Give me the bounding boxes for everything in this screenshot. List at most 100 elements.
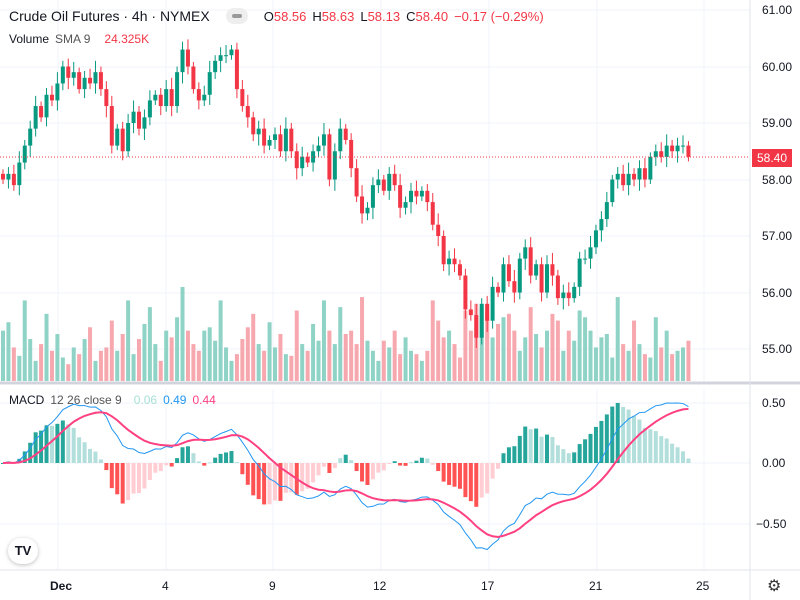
candle-body [637,168,642,180]
macd-histogram-bar [131,463,136,494]
volume-legend[interactable]: Volume SMA 9 24.325K [9,32,150,46]
macd-histogram-bar [610,406,615,463]
volume-bar [115,350,120,381]
candle-body [523,247,528,259]
macd-histogram-bar [137,463,141,494]
time-tick: 17 [481,579,495,593]
candle-body [648,156,653,180]
volume-bar [234,354,239,381]
macd-histogram-bar [648,429,653,463]
volume-bar [316,340,321,381]
candle-body [468,309,473,316]
candle-body [126,123,131,152]
macd-histogram-bar [77,437,82,463]
volume-bar [681,347,685,381]
candle-body [202,94,207,101]
volume-bar [447,330,452,381]
macd-line [2,402,689,551]
candle-body [273,134,277,140]
candle-body [153,94,158,101]
candle-body [593,230,598,248]
volume-bar [180,287,185,381]
candle-body [403,202,408,208]
candle-body [588,247,593,259]
volume-bar [289,355,294,381]
price-tick: 55.00 [762,342,793,356]
macd-histogram-bar [539,436,544,463]
candle-body [300,156,305,169]
candle-body [506,264,511,282]
candle-body [213,60,218,73]
macd-histogram-bar [392,461,397,463]
candle-body [158,94,163,107]
macd-tick: 0.50 [762,396,786,410]
symbol-title[interactable]: Crude Oil Futures · 4h · NYMEX [9,8,210,24]
macd-histogram-bar [169,463,174,467]
macd-histogram-bar [207,462,212,464]
macd-histogram-bar [316,463,321,476]
macd-histogram-bar [338,458,343,463]
volume-bar [664,330,669,381]
candle-body [196,89,201,101]
volume-bar [392,330,397,381]
collapse-legend-button[interactable] [225,8,248,24]
candle-body [414,190,419,197]
macd-histogram-bar [229,451,234,463]
candle-body [566,292,571,299]
tradingview-logo[interactable]: TV [8,538,38,564]
macd-histogram-bar [653,431,658,463]
volume-bar [398,354,403,381]
macd-histogram-bar [196,461,201,463]
volume-bar [327,330,332,381]
macd-histogram-bar [457,463,462,489]
volume-bar [550,313,555,381]
volume-bar [545,330,549,381]
macd-histogram-bar [278,463,283,501]
candle-body [398,185,403,208]
volume-bar [468,330,473,381]
volume-bar [354,344,359,381]
macd-legend[interactable]: MACD 12 26 close 9 0.06 0.49 0.44 [9,393,216,407]
volume-bar [593,347,598,381]
volume-bar [28,339,33,381]
volume-bar [610,357,615,381]
macd-histogram-bar [550,437,555,463]
candle-body [22,145,27,163]
candle-body [109,106,114,146]
signal-line [2,407,689,538]
macd-histogram-bar [251,463,256,496]
macd-histogram-bar [485,463,490,494]
candle-body [1,173,5,180]
macd-line-value: 0.49 [163,393,187,407]
volume-bar [577,310,582,381]
settings-gear-icon[interactable]: ⚙ [767,578,782,595]
volume-bar [305,350,310,381]
macd-histogram-bar [370,463,375,480]
candle-body [642,168,647,180]
macd-tick: −0.50 [756,517,787,531]
volume-bar [213,340,218,381]
macd-histogram-bar [572,452,577,463]
volume-bar [71,347,76,381]
candle-body [539,264,544,293]
volume-bar [321,300,326,381]
volume-bar [534,334,539,381]
candle-body [670,145,675,152]
macd-histogram-bar [501,453,506,463]
open-value: 58.56 [273,8,307,24]
candle-body [224,55,229,57]
candle-body [447,258,452,265]
volume-bar [376,360,381,381]
macd-histogram-bar [561,449,566,463]
volume-bar [120,334,125,381]
macd-histogram-bar [604,414,609,463]
time-tick: 21 [589,579,603,593]
candle-body [6,173,11,180]
volume-bar [637,344,642,381]
candle-body [512,281,517,293]
macd-histogram-bar [126,463,131,501]
candle-body [501,264,506,293]
candle-body [419,190,424,197]
volume-bar [224,347,229,381]
